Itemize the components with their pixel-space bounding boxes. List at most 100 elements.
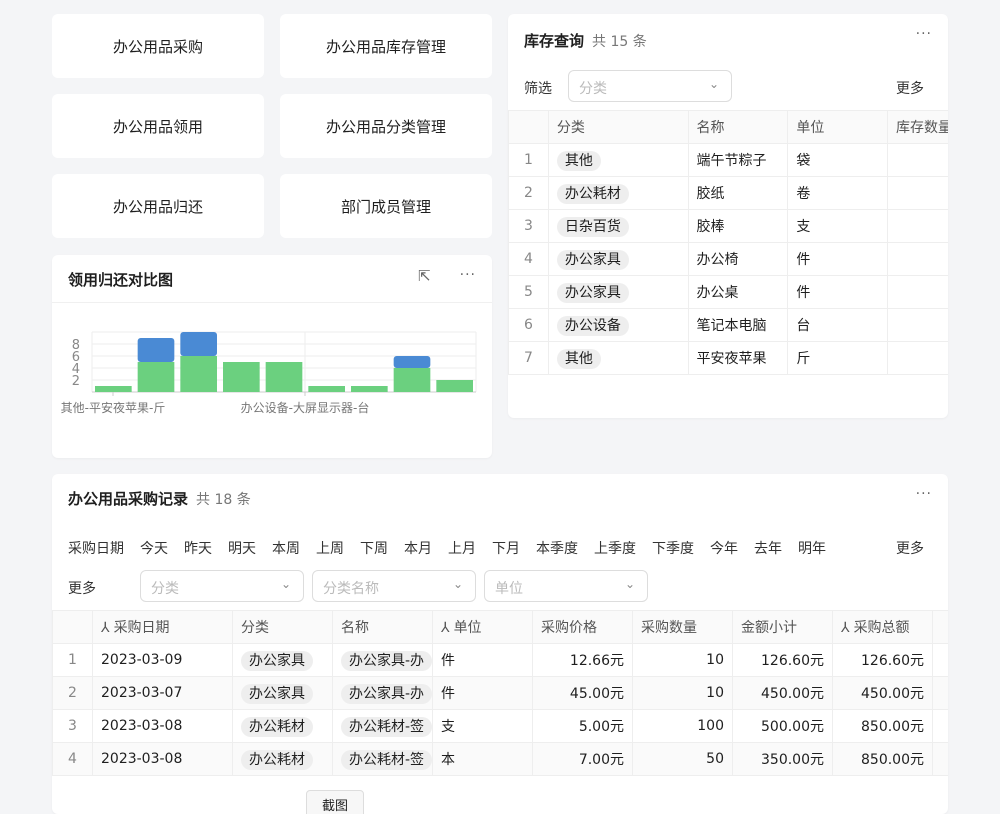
- subtotal-cell: 126.60元: [732, 643, 833, 677]
- nav-return[interactable]: 办公用品归还: [52, 174, 264, 238]
- more-menu-icon[interactable]: ···: [915, 26, 932, 42]
- more-filters-button[interactable]: 更多: [896, 81, 924, 97]
- more-menu-icon[interactable]: ···: [915, 486, 932, 502]
- column-header[interactable]: ⅄ 采购总额: [832, 610, 933, 644]
- expand-icon[interactable]: ⇱: [418, 267, 431, 285]
- category-tag: 办公耗材: [241, 750, 313, 770]
- category-tag: 办公家具: [241, 651, 313, 671]
- category-tag: 办公家具: [556, 283, 629, 303]
- date-filter-option[interactable]: 上月: [448, 541, 476, 557]
- table-row[interactable]: 1 2023-03-09 办公家具 办公家具-办件 12.66元 10 126.60元 126…: [52, 643, 948, 677]
- column-label: 金额小计: [741, 620, 797, 636]
- unit-cell: 袋: [787, 143, 889, 177]
- name-cell: 胶纸: [687, 176, 789, 210]
- category-name-select[interactable]: 分类名称 ⌄: [312, 570, 476, 602]
- subtotal-cell: 450.00元: [732, 676, 833, 710]
- date-filter-option[interactable]: 今天: [140, 541, 168, 557]
- column-header[interactable]: 分类: [232, 610, 333, 644]
- more-menu-icon[interactable]: ···: [459, 267, 476, 283]
- stock-cell: [887, 242, 948, 276]
- price-cell: 7.00元: [532, 742, 633, 776]
- row-index: 3: [52, 709, 93, 743]
- category-tag: 办公家具: [556, 250, 629, 270]
- empty-cell: [932, 676, 948, 710]
- date-filter-option[interactable]: 今年: [710, 541, 738, 557]
- placeholder: 单位: [495, 581, 523, 597]
- inventory-card: 库存查询共 15 条 ··· 筛选 分类 ⌄ 更多 分类 名称 单位 库存数量 1…: [508, 14, 948, 418]
- table-row[interactable]: 3 2023-03-08 办公耗材 办公耗材-签支 5.00元 100 500.00元 850…: [52, 709, 948, 743]
- date-filter-option[interactable]: 下周: [360, 541, 388, 557]
- table-row[interactable]: 4 2023-03-08 办公耗材 办公耗材-签本 7.00元 50 350.00元 850.…: [52, 742, 948, 776]
- date-filter-option[interactable]: 上季度: [594, 541, 636, 557]
- column-header[interactable]: 单位: [787, 110, 889, 144]
- title-text: 办公用品采购记录: [68, 490, 189, 508]
- table-row[interactable]: 1 其他 端午节粽子 袋: [508, 143, 948, 177]
- table-row[interactable]: 2 2023-03-07 办公家具 办公家具-办件 45.00元 10 450.00元 450…: [52, 676, 948, 710]
- name-cell: 办公椅: [687, 242, 789, 276]
- more-filters-button[interactable]: 更多: [896, 541, 924, 557]
- date-filter-option[interactable]: 去年: [754, 541, 782, 557]
- empty-cell: [932, 643, 948, 677]
- table-row[interactable]: 5 办公家具 办公桌 件: [508, 275, 948, 309]
- column-label: 采购总额: [853, 620, 910, 636]
- bar-segment: [180, 356, 217, 392]
- table-row[interactable]: 3 日杂百货 胶棒 支: [508, 209, 948, 243]
- column-header[interactable]: ⅄ 单位: [432, 610, 533, 644]
- chevron-down-icon: ⌄: [452, 577, 463, 591]
- column-header[interactable]: 金额小计: [732, 610, 833, 644]
- column-header[interactable]: 名称: [687, 110, 789, 144]
- empty-cell: [932, 742, 948, 776]
- stock-cell: [887, 341, 948, 375]
- bar-segment: [95, 386, 132, 392]
- table-header: 分类 名称 单位 库存数量: [508, 110, 948, 144]
- column-header[interactable]: ⅄ 采购日期: [92, 610, 233, 644]
- table-row[interactable]: 6 办公设备 笔记本电脑 台: [508, 308, 948, 342]
- date-filter-option[interactable]: 下月: [492, 541, 520, 557]
- row-index: 4: [52, 742, 93, 776]
- row-index: 4: [508, 242, 549, 276]
- category-select[interactable]: 分类 ⌄: [140, 570, 304, 602]
- quantity-cell: 100: [632, 709, 733, 743]
- date-filter-option[interactable]: 本月: [404, 541, 432, 557]
- title-text: 库存查询: [524, 32, 585, 50]
- nav-inventory-management[interactable]: 办公用品库存管理: [280, 14, 492, 78]
- date-filter-option[interactable]: 明天: [228, 541, 256, 557]
- nav-department-members[interactable]: 部门成员管理: [280, 174, 492, 238]
- nav-requisition[interactable]: 办公用品领用: [52, 94, 264, 158]
- hierarchy-icon: ⅄: [101, 620, 110, 636]
- table-row[interactable]: 7 其他 平安夜苹果 斤: [508, 341, 948, 375]
- subtotal-cell: 500.00元: [732, 709, 833, 743]
- row-index: 2: [508, 176, 549, 210]
- x-tick-label: 其他-平安夜苹果-斤: [61, 400, 166, 415]
- unit-select[interactable]: 单位 ⌄: [484, 570, 648, 602]
- category-filter-select[interactable]: 分类 ⌄: [568, 70, 732, 102]
- category-cell: 办公家具: [547, 275, 689, 309]
- bottom-button[interactable]: 截图: [306, 790, 364, 814]
- hierarchy-icon: ⅄: [841, 620, 850, 636]
- table-row[interactable]: 2 办公耗材 胶纸 卷: [508, 176, 948, 210]
- category-cell: 办公耗材: [547, 176, 689, 210]
- column-header[interactable]: 名称: [332, 610, 433, 644]
- column-header[interactable]: 库存数量: [887, 110, 948, 144]
- stock-cell: [887, 308, 948, 342]
- nav-purchase[interactable]: 办公用品采购: [52, 14, 264, 78]
- date-filter-option[interactable]: 昨天: [184, 541, 212, 557]
- table-row[interactable]: 4 办公家具 办公椅 件: [508, 242, 948, 276]
- name-tag: 办公耗材-签: [341, 750, 432, 770]
- column-header[interactable]: 采购数量: [632, 610, 733, 644]
- column-header[interactable]: 采购价格: [532, 610, 633, 644]
- bar-segment: [393, 368, 431, 392]
- subtotal-cell: 350.00元: [732, 742, 833, 776]
- date-filter-option[interactable]: 本季度: [536, 541, 578, 557]
- date-filter-option[interactable]: 本周: [272, 541, 300, 557]
- date-filter-option[interactable]: 上周: [316, 541, 344, 557]
- bar-segment: [351, 386, 388, 392]
- column-header[interactable]: 分类: [547, 110, 689, 144]
- column-label: 名称: [341, 620, 369, 636]
- unit-cell: 件: [787, 275, 889, 309]
- date-filter-option[interactable]: 明年: [798, 541, 826, 557]
- category-tag: 办公设备: [556, 316, 629, 336]
- date-filter-option[interactable]: 下季度: [652, 541, 694, 557]
- more-label: 更多: [68, 581, 96, 597]
- nav-category-management[interactable]: 办公用品分类管理: [280, 94, 492, 158]
